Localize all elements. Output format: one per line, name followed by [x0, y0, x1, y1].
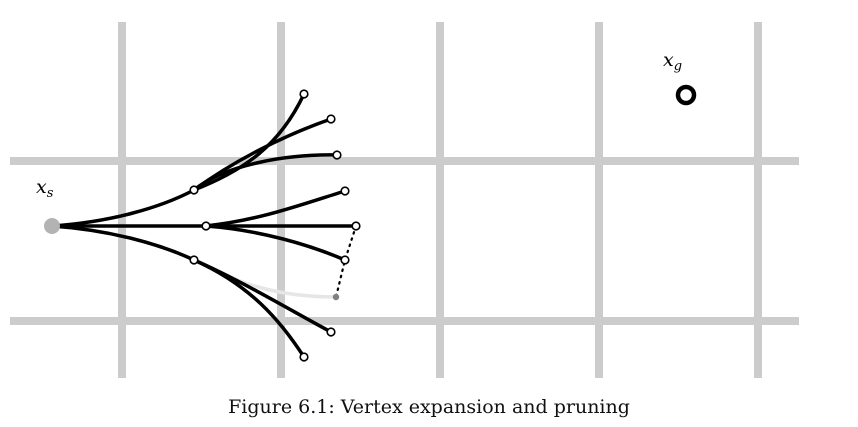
start-label-main: x	[36, 176, 47, 198]
start-label: xs	[36, 176, 54, 201]
edge-middle-to-leaf-1	[204, 189, 347, 228]
pruning-dotted-line	[334, 224, 358, 299]
grid	[10, 22, 799, 378]
vertex-middle	[201, 221, 211, 231]
edge-start-to-lower-vertex	[50, 224, 196, 262]
vertex-upper	[189, 185, 199, 195]
intermediate-vertices	[189, 185, 211, 265]
leaf-vertex-3	[332, 150, 342, 160]
edge-lower-to-leaf-2	[192, 258, 306, 359]
leaf-vertex-7	[326, 327, 336, 337]
goal-vertex	[675, 84, 697, 106]
start-vertex	[44, 218, 60, 234]
goal-label-main: x	[663, 49, 674, 71]
leaf-vertex-8	[299, 352, 309, 362]
goal-label: xg	[663, 49, 682, 74]
edge-upper-to-leaf-1	[192, 92, 306, 192]
leaf-vertex-2	[326, 114, 336, 124]
vertex-lower	[189, 255, 199, 265]
edge-middle-to-leaf-3	[204, 224, 347, 262]
edge-upper-to-leaf-3	[192, 153, 339, 192]
first-level-edges	[50, 188, 208, 262]
goal-label-subscript: g	[674, 59, 682, 74]
edge-start-to-upper-vertex	[50, 188, 196, 228]
leaf-vertex-6	[340, 255, 350, 265]
leaf-vertex-1	[299, 89, 309, 99]
second-level-edges	[192, 92, 358, 359]
pruned-vertex	[332, 293, 340, 301]
leaf-vertices	[299, 89, 361, 362]
leaf-vertex-4	[340, 186, 350, 196]
pruned-edge	[194, 258, 337, 299]
figure-caption: Figure 6.1: Vertex expansion and pruning	[228, 396, 630, 418]
leaf-vertex-5	[351, 221, 361, 231]
start-label-subscript: s	[47, 186, 54, 201]
